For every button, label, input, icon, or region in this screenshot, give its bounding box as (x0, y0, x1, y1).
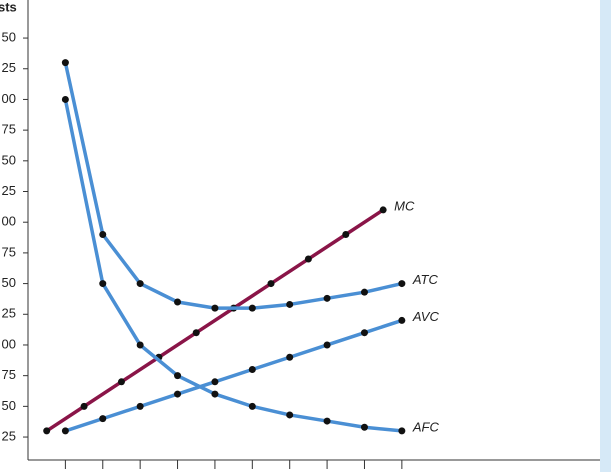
point (360, 288, 368, 296)
y-tick-label: 50 (2, 29, 16, 44)
point (174, 372, 182, 380)
point (99, 280, 107, 288)
point (136, 280, 144, 288)
series-label: AFC (412, 419, 440, 434)
y-tick-label: 00 (2, 336, 16, 351)
point (398, 427, 406, 435)
y-tick-label: 75 (2, 244, 16, 259)
line-3 (63, 99, 403, 433)
point (286, 353, 294, 361)
point (267, 280, 275, 288)
y-tick-label: 50 (2, 398, 16, 413)
y-tick-label: 25 (2, 428, 16, 443)
y-tick-label: 25 (2, 306, 16, 321)
series-label: AVC (412, 309, 440, 324)
point (80, 402, 88, 410)
point (61, 427, 69, 435)
y-tick-label: 75 (2, 122, 16, 137)
point (136, 402, 144, 410)
y-tick-label: 50 (2, 152, 16, 167)
y-tick-label: 50 (2, 275, 16, 290)
series-label: ATC (412, 272, 439, 287)
point (379, 206, 387, 214)
point (99, 415, 107, 423)
line-2 (64, 318, 403, 433)
point (286, 411, 294, 419)
point (211, 390, 219, 398)
point (174, 390, 182, 398)
point (323, 341, 331, 349)
axis-title: sts (0, 0, 17, 14)
point (43, 427, 51, 435)
point (360, 329, 368, 337)
point (99, 230, 107, 238)
point (398, 280, 406, 288)
point (136, 341, 144, 349)
y-tick-label: 00 (2, 214, 16, 229)
y-tick-label: 75 (2, 367, 16, 382)
series-label: MC (394, 198, 415, 213)
line-1 (63, 62, 403, 310)
point (174, 298, 182, 306)
y-tick-label: 00 (2, 91, 16, 106)
point (248, 304, 256, 312)
y-tick-label: 25 (2, 183, 16, 198)
point (117, 378, 125, 386)
point (398, 316, 406, 324)
frame-edge (600, 0, 611, 472)
point (61, 59, 69, 67)
point (323, 294, 331, 302)
y-tick-label: 25 (2, 60, 16, 75)
point (286, 300, 294, 308)
line-0 (45, 208, 385, 433)
point (211, 304, 219, 312)
point (248, 402, 256, 410)
point (211, 378, 219, 386)
point (304, 255, 312, 263)
point (192, 329, 200, 337)
point (61, 95, 69, 103)
point (248, 366, 256, 374)
point (323, 417, 331, 425)
point (360, 423, 368, 431)
point (342, 230, 350, 238)
